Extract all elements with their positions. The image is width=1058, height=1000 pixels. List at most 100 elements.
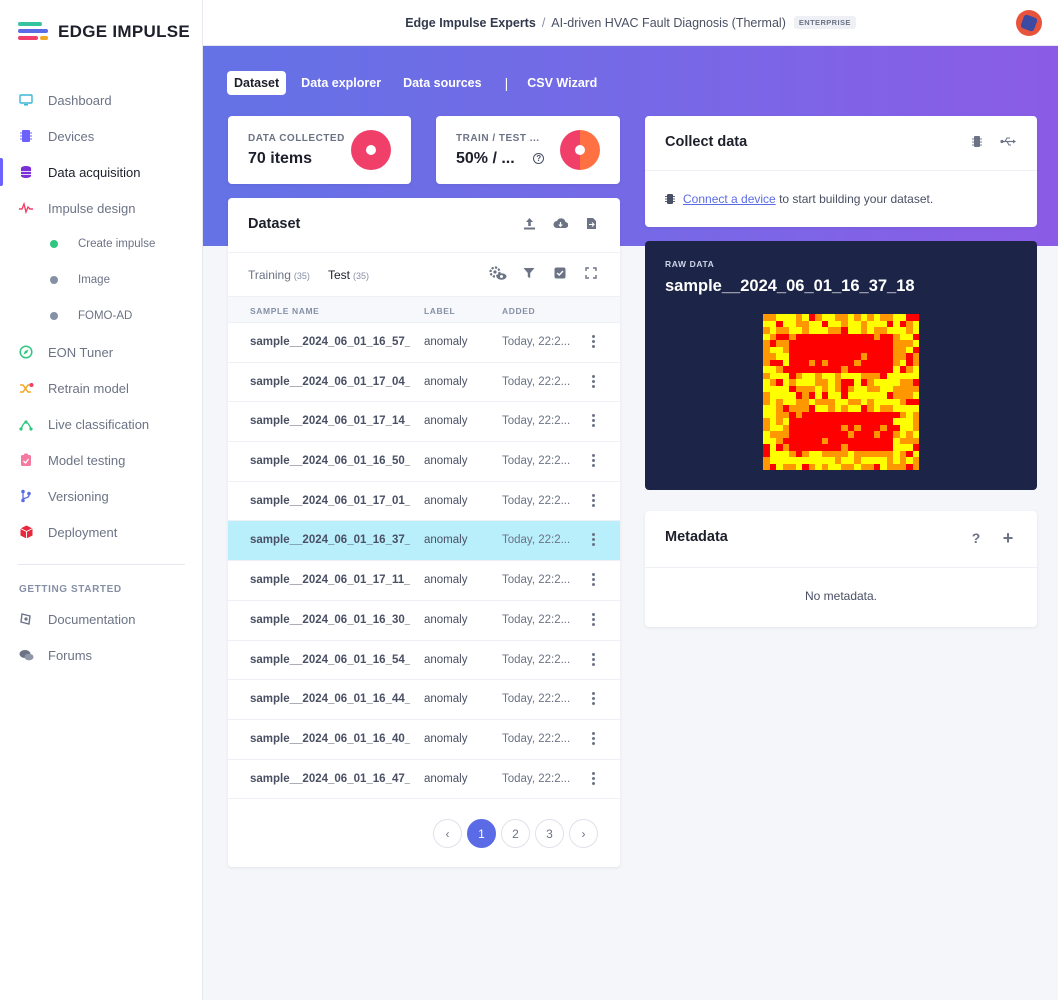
table-row[interactable]: sample__2024_06_01_16_54_... anomaly Today… [228, 641, 620, 681]
help-icon[interactable]: ? [533, 153, 545, 164]
thermal-pixel [776, 392, 783, 399]
pagination-page-1[interactable]: 1 [467, 819, 496, 848]
pagination-prev-button[interactable]: ‹ [433, 819, 462, 848]
more-vertical-icon[interactable] [588, 453, 598, 469]
pagination-page-2[interactable]: 2 [501, 819, 530, 848]
more-vertical-icon[interactable] [588, 731, 598, 747]
table-row[interactable]: sample__2024_06_01_16_40_... anomaly Today… [228, 720, 620, 760]
column-header-sample-name[interactable]: SAMPLE NAME [250, 306, 320, 316]
tab-dataset[interactable]: Dataset [227, 71, 287, 95]
thermal-pixel [795, 405, 802, 412]
edge-impulse-logo-icon [18, 20, 50, 44]
expand-icon[interactable] [580, 262, 602, 284]
more-vertical-icon[interactable] [588, 374, 598, 390]
thermal-pixel [867, 431, 874, 438]
more-vertical-icon[interactable] [588, 413, 598, 429]
more-vertical-icon[interactable] [588, 612, 598, 628]
thermal-pixel [899, 327, 906, 334]
connect-device-link[interactable]: Connect a device [683, 192, 776, 206]
add-icon[interactable]: + [1002, 527, 1014, 548]
table-row[interactable]: sample__2024_06_01_17_11_... anomaly Today… [228, 561, 620, 601]
thermal-pixel [880, 379, 887, 386]
sample-label: anomaly [424, 415, 468, 428]
user-avatar[interactable] [1016, 10, 1042, 36]
column-header-label[interactable]: LABEL [424, 306, 456, 316]
tab-data-explorer[interactable]: Data explorer [301, 76, 382, 90]
more-vertical-icon[interactable] [588, 691, 598, 707]
tab-data-sources[interactable]: Data sources [403, 76, 482, 90]
sidebar-item-data-acquisition[interactable]: Data acquisition [0, 154, 203, 190]
thermal-pixel [808, 392, 815, 399]
usb-icon[interactable] [997, 130, 1019, 152]
thermal-pixel [795, 385, 802, 392]
table-row-selected[interactable]: sample__2024_06_01_16_37_... anomaly Today… [228, 521, 620, 562]
thermal-pixel [802, 405, 809, 412]
sidebar-item-documentation[interactable]: Documentation [0, 601, 203, 637]
sidebar-item-devices[interactable]: Devices [0, 118, 203, 154]
sidebar-item-eon-tuner[interactable]: EON Tuner [0, 334, 203, 370]
sidebar-item-retrain-model[interactable]: Retrain model [0, 370, 203, 406]
breadcrumb-owner[interactable]: Edge Impulse Experts [405, 15, 536, 30]
chip-icon[interactable] [966, 130, 988, 152]
more-vertical-icon[interactable] [588, 572, 598, 588]
thermal-pixel [912, 327, 919, 334]
thermal-pixel [795, 444, 802, 451]
thermal-pixel [873, 424, 880, 431]
breadcrumb-project[interactable]: AI-driven HVAC Fault Diagnosis (Thermal) [551, 15, 786, 30]
file-export-icon[interactable] [580, 212, 602, 234]
thermal-pixel [886, 457, 893, 464]
thermal-pixel [834, 392, 841, 399]
thermal-pixel [880, 450, 887, 457]
sidebar-item-versioning[interactable]: Versioning [0, 478, 203, 514]
thermal-pixel [763, 366, 770, 373]
pagination-next-button[interactable]: › [569, 819, 598, 848]
tab-csv-wizard[interactable]: CSV Wizard [527, 76, 598, 90]
table-row[interactable]: sample__2024_06_01_16_50_... anomaly Today… [228, 442, 620, 482]
sample-label: anomaly [424, 653, 468, 666]
thermal-pixel [802, 353, 809, 360]
sidebar-item-dashboard[interactable]: Dashboard [0, 82, 203, 118]
thermal-pixel [795, 346, 802, 353]
sidebar-item-model-testing[interactable]: Model testing [0, 442, 203, 478]
sidebar-item-impulse-design[interactable]: Impulse design [0, 190, 203, 226]
more-vertical-icon[interactable] [588, 652, 598, 668]
thermal-pixel [841, 398, 848, 405]
more-vertical-icon[interactable] [588, 532, 598, 548]
subtab-test[interactable]: Test (35) [328, 268, 369, 282]
table-row[interactable]: sample__2024_06_01_16_57_... anomaly Today… [228, 323, 620, 363]
thermal-pixel [880, 366, 887, 373]
table-row[interactable]: sample__2024_06_01_17_14_... anomaly Today… [228, 402, 620, 443]
settings-eye-icon[interactable] [487, 262, 509, 284]
sidebar-subitem-fomo-ad[interactable]: FOMO-AD [0, 298, 203, 334]
table-row[interactable]: sample__2024_06_01_17_01_... anomaly Today… [228, 482, 620, 522]
filter-icon[interactable] [518, 262, 540, 284]
help-icon[interactable]: ? [971, 530, 981, 546]
cloud-download-icon[interactable] [549, 212, 571, 234]
more-vertical-icon[interactable] [588, 771, 598, 787]
select-checkbox-icon[interactable] [549, 262, 571, 284]
logo[interactable]: EDGE IMPULSE [18, 20, 190, 44]
sidebar-subitem-image[interactable]: Image [0, 262, 203, 298]
thermal-pixel [867, 444, 874, 451]
more-vertical-icon[interactable] [588, 493, 598, 509]
table-row[interactable]: sample__2024_06_01_17_04_... anomaly Today… [228, 363, 620, 403]
pagination-page-3[interactable]: 3 [535, 819, 564, 848]
table-row[interactable]: sample__2024_06_01_16_47_... anomaly Today… [228, 760, 620, 800]
thermal-pixel [769, 424, 776, 431]
subtab-training[interactable]: Training (35) [248, 268, 310, 282]
sidebar-item-live-classification[interactable]: Live classification [0, 406, 203, 442]
breadcrumb-separator: / [541, 15, 546, 30]
more-vertical-icon[interactable] [588, 334, 598, 350]
thermal-pixel [802, 457, 809, 464]
sidebar-item-forums[interactable]: Forums [0, 637, 203, 673]
sidebar-subitem-create-impulse[interactable]: Create impulse [0, 226, 203, 262]
sidebar-item-deployment[interactable]: Deployment [0, 514, 203, 550]
thermal-pixel [841, 392, 848, 399]
table-row[interactable]: sample__2024_06_01_16_30_... anomaly Today… [228, 601, 620, 641]
thermal-pixel [899, 424, 906, 431]
column-header-added[interactable]: ADDED [502, 306, 536, 316]
thermal-pixel [860, 392, 867, 399]
table-row[interactable]: sample__2024_06_01_16_44_... anomaly Today… [228, 680, 620, 720]
upload-icon[interactable] [518, 212, 540, 234]
thermal-pixel [847, 346, 854, 353]
